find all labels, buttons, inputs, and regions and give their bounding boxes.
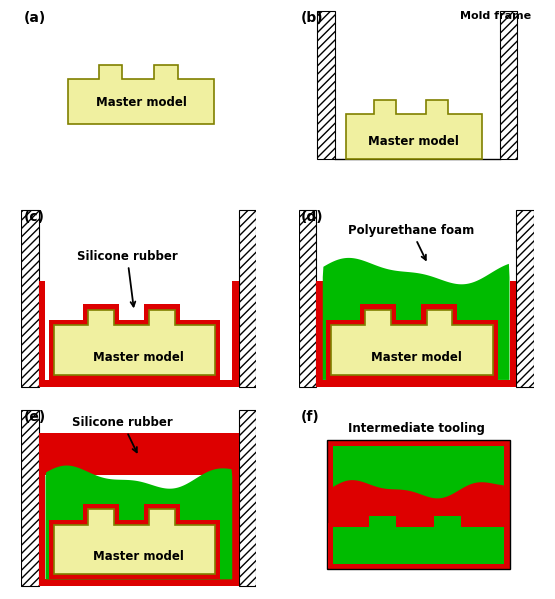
- Bar: [39, 281, 46, 386]
- Polygon shape: [54, 509, 215, 574]
- Bar: [239, 210, 256, 386]
- Bar: [509, 281, 516, 386]
- Bar: [516, 210, 534, 386]
- Bar: [21, 410, 39, 586]
- Text: Master model: Master model: [96, 96, 186, 109]
- Bar: [316, 281, 323, 386]
- Polygon shape: [326, 304, 498, 380]
- Polygon shape: [331, 310, 493, 375]
- Polygon shape: [328, 511, 509, 568]
- Polygon shape: [68, 65, 214, 123]
- Text: Silicone rubber: Silicone rubber: [72, 416, 173, 452]
- Text: Intermediate tooling: Intermediate tooling: [347, 422, 485, 435]
- Polygon shape: [328, 511, 509, 568]
- Text: Silicone rubber: Silicone rubber: [77, 250, 178, 307]
- Polygon shape: [54, 310, 215, 375]
- Bar: [39, 380, 239, 386]
- Bar: [39, 579, 239, 586]
- Text: Master model: Master model: [369, 135, 459, 148]
- Bar: [46, 433, 232, 476]
- Bar: [327, 440, 510, 570]
- Polygon shape: [346, 100, 482, 159]
- Text: Master model: Master model: [93, 550, 184, 563]
- Text: Mold frame: Mold frame: [460, 11, 531, 21]
- Bar: [500, 11, 517, 159]
- Text: (f): (f): [301, 410, 320, 423]
- Polygon shape: [332, 480, 504, 564]
- Bar: [232, 433, 239, 586]
- Polygon shape: [49, 504, 220, 579]
- Text: (d): (d): [301, 210, 324, 224]
- Polygon shape: [332, 516, 504, 564]
- Polygon shape: [332, 516, 504, 564]
- Text: (b): (b): [301, 11, 324, 25]
- Bar: [232, 281, 239, 386]
- Bar: [332, 446, 504, 564]
- Text: Master model: Master model: [371, 350, 462, 364]
- Text: Master model: Master model: [93, 350, 184, 364]
- Text: (e): (e): [24, 410, 46, 423]
- Bar: [239, 410, 256, 586]
- Bar: [316, 380, 516, 386]
- Polygon shape: [49, 304, 220, 380]
- Text: Polyurethane foam: Polyurethane foam: [349, 223, 475, 260]
- Text: (a): (a): [24, 11, 46, 25]
- Bar: [21, 210, 39, 386]
- Polygon shape: [323, 258, 509, 380]
- Bar: [39, 433, 46, 586]
- Bar: [317, 11, 335, 159]
- Polygon shape: [46, 465, 232, 579]
- Bar: [299, 210, 316, 386]
- Text: (c): (c): [24, 210, 44, 224]
